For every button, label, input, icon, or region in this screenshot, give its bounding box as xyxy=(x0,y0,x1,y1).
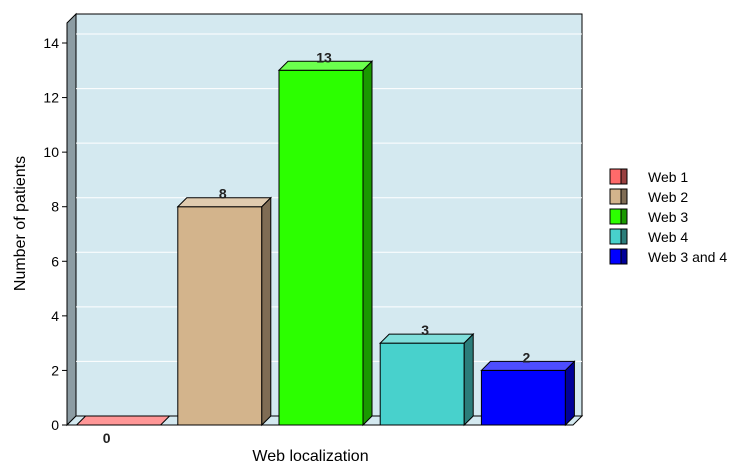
bar-side xyxy=(564,360,575,427)
y-tick-label: 2 xyxy=(51,362,59,378)
data-labels: 0 8 13 3 2 xyxy=(103,49,531,446)
legend-swatch xyxy=(609,168,622,185)
legend-label: Web 1 xyxy=(648,169,688,185)
data-label: 0 xyxy=(103,430,111,446)
plot-side-wall xyxy=(66,12,77,427)
bar-top xyxy=(75,415,171,426)
data-label: 2 xyxy=(523,349,531,365)
data-label: 8 xyxy=(219,186,227,202)
y-tick-label: 6 xyxy=(51,253,59,269)
legend-swatch xyxy=(609,208,622,225)
y-tick-label: 4 xyxy=(51,308,59,324)
bar-side xyxy=(362,60,373,427)
y-tick-label: 14 xyxy=(43,35,59,51)
y-tick-label: 0 xyxy=(51,417,59,433)
bar-front xyxy=(278,69,364,426)
bar-web-4 xyxy=(378,332,475,427)
legend-swatch-side xyxy=(620,228,628,245)
y-tick-label: 12 xyxy=(43,90,59,106)
bar-side xyxy=(463,332,474,427)
y-axis-title: Number of patients xyxy=(12,156,29,291)
legend-label: Web 3 xyxy=(648,209,688,225)
data-label: 3 xyxy=(421,322,429,338)
legend-swatch xyxy=(609,248,622,265)
bar-side xyxy=(261,196,272,427)
bar-web-3 xyxy=(277,60,374,427)
y-tick-label: 8 xyxy=(51,199,59,215)
legend: Web 1 Web 2 Web 3 Web 4 Web 3 and 4 xyxy=(609,168,727,265)
legend-label: Web 3 and 4 xyxy=(648,249,727,265)
legend-item: Web 3 and 4 xyxy=(609,248,727,265)
bar-front xyxy=(379,342,465,426)
legend-swatch-side xyxy=(620,248,628,265)
legend-swatch xyxy=(609,228,622,245)
legend-item: Web 2 xyxy=(609,188,688,205)
legend-item: Web 1 xyxy=(609,168,688,185)
legend-item: Web 3 xyxy=(609,208,688,225)
bar-front xyxy=(177,206,263,426)
bar-web-1 xyxy=(75,415,171,426)
data-label: 13 xyxy=(316,49,332,65)
bars xyxy=(75,60,576,427)
legend-swatch-side xyxy=(620,168,628,185)
legend-swatch-side xyxy=(620,208,628,225)
legend-label: Web 4 xyxy=(648,229,688,245)
legend-swatch xyxy=(609,188,622,205)
legend-swatch-side xyxy=(620,188,628,205)
bar-front xyxy=(480,369,566,426)
legend-label: Web 2 xyxy=(648,189,688,205)
x-axis-title: Web localization xyxy=(252,448,368,465)
legend-item: Web 4 xyxy=(609,228,688,245)
bar-web-2 xyxy=(176,196,273,427)
y-axis-ticks: 0 2 4 6 8 10 12 14 xyxy=(43,35,67,433)
y-tick-label: 10 xyxy=(43,144,59,160)
bar-web-3-and-4 xyxy=(480,360,576,427)
